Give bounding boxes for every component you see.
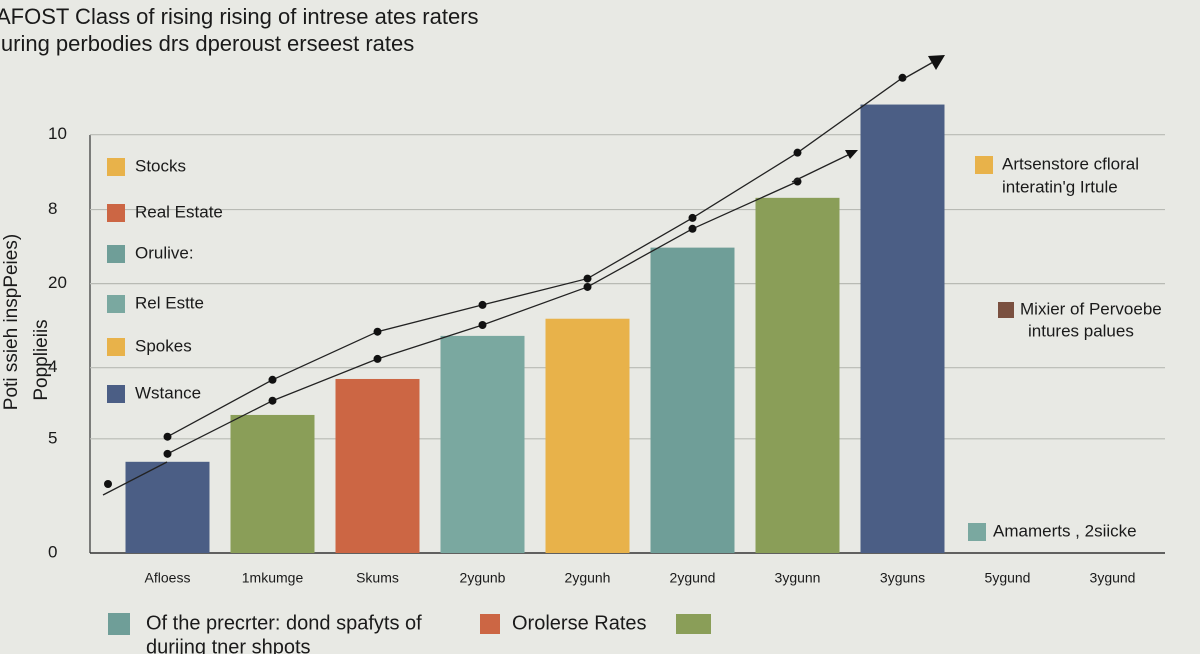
- legend-swatch: [107, 385, 125, 403]
- bar: [545, 318, 630, 553]
- x-tick-label: Skums: [356, 570, 399, 586]
- legend-swatch: [107, 204, 125, 222]
- legend-swatch: [107, 295, 125, 313]
- bar: [335, 378, 420, 553]
- legend-label: Artsenstore cfloral: [1002, 154, 1139, 173]
- legend-swatch: [676, 614, 711, 634]
- y-tick-label: 8: [48, 199, 57, 218]
- legend-swatch: [108, 613, 130, 635]
- arrow-head: [928, 55, 945, 70]
- x-tick-label: 3ygund: [1090, 570, 1136, 586]
- chart-title: AFOST Class of rising rising of intrese …: [0, 4, 479, 29]
- marker: [793, 148, 802, 157]
- legend-swatch: [975, 156, 993, 174]
- chart-subtitle: luring perbodies drs dperoust erseest ra…: [0, 31, 414, 56]
- legend-swatch: [480, 614, 500, 634]
- legend-label: Of the precrter: dond spafyts of: [146, 612, 422, 634]
- legend-label: Wstance: [135, 383, 201, 402]
- x-tick-label: 3ygunn: [775, 570, 821, 586]
- marker: [478, 321, 487, 330]
- legend-label: Spokes: [135, 336, 192, 355]
- marker: [793, 177, 802, 186]
- x-tick-label: 3yguns: [880, 570, 925, 586]
- marker: [898, 73, 907, 82]
- bar: [755, 197, 840, 553]
- marker: [373, 327, 382, 336]
- x-tick-label: 5ygund: [985, 570, 1031, 586]
- arrow-head: [845, 150, 858, 159]
- line: [167, 77, 903, 438]
- legend-label: durijng tner shpots: [146, 636, 311, 654]
- marker: [478, 300, 487, 309]
- y-axis-label: Poti ssieh inspPeies): [1, 234, 22, 410]
- marker: [688, 213, 697, 222]
- legend-label: Amamerts , 2siicke: [993, 521, 1137, 540]
- legend-label: intures palues: [1028, 321, 1134, 340]
- legend-label: Mixier of Pervoebe: [1020, 299, 1162, 318]
- legend-label: Stocks: [135, 156, 186, 175]
- legend-label: interatin'g Irtule: [1002, 177, 1118, 196]
- marker: [583, 282, 592, 291]
- legend-swatch: [107, 338, 125, 356]
- x-tick-label: 2ygunh: [565, 570, 611, 586]
- x-tick-label: 2ygunb: [460, 570, 506, 586]
- bar: [230, 414, 315, 553]
- arrow: [904, 60, 936, 79]
- marker: [268, 375, 277, 384]
- marker: [163, 432, 172, 441]
- plot: 0 5 4 20 8 10 Afloess 1mkumge Skums 2ygunb 2ygunh 2…: [48, 73, 1165, 586]
- arrow: [791, 153, 851, 183]
- marker: [163, 449, 172, 458]
- y-tick-label: 10: [48, 124, 67, 143]
- legend-label: Rel Estte: [135, 293, 204, 312]
- bar: [440, 335, 525, 553]
- x-tick-label: 2ygund: [670, 570, 716, 586]
- marker: [268, 396, 277, 405]
- y-tick-label: 0: [48, 542, 57, 561]
- marker: [583, 274, 592, 283]
- bar: [860, 104, 945, 554]
- bar: [650, 247, 735, 553]
- y-axis-label: Popplieiis: [31, 319, 52, 400]
- legend-label: Orulive:: [135, 243, 194, 262]
- legend-swatch: [107, 158, 125, 176]
- x-tick-label: Afloess: [145, 570, 191, 586]
- legend-label: Real Estate: [135, 202, 223, 221]
- y-tick-label: 5: [48, 428, 57, 447]
- marker: [373, 354, 382, 363]
- legend-swatch: [998, 302, 1014, 318]
- legend-label: Orolerse Rates: [512, 612, 647, 634]
- y-tick-label: 4: [48, 357, 57, 376]
- legend-swatch: [968, 523, 986, 541]
- bar: [125, 461, 210, 553]
- legend-swatch: [107, 245, 125, 263]
- x-tick-label: 1mkumge: [242, 570, 304, 586]
- y-tick-label: 20: [48, 273, 67, 292]
- marker: [688, 224, 697, 233]
- marker: [104, 480, 112, 488]
- line-tail: [102, 461, 168, 496]
